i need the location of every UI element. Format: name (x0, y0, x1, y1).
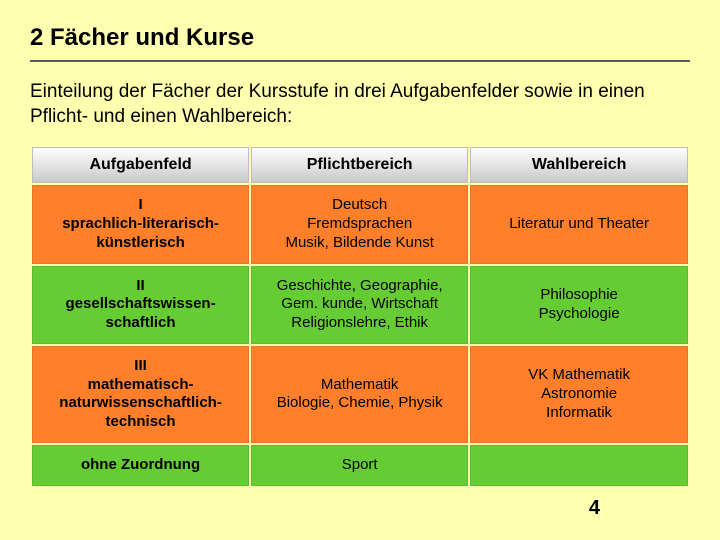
cell-row4-pflicht: Sport (251, 445, 468, 486)
title-rule (30, 60, 690, 62)
slide-number: 4 (589, 497, 600, 520)
cell-row3-pflicht: MathematikBiologie, Chemie, Physik (251, 346, 468, 443)
intro-text: Einteilung der Fächer der Kursstufe in d… (30, 80, 690, 129)
slide: 2 Fächer und Kurse Einteilung der Fächer… (0, 0, 720, 540)
table-row: IIgesellschaftswissen-schaftlich Geschic… (32, 266, 688, 344)
cell-row2-wahl: PhilosophiePsychologie (470, 266, 688, 344)
table-body: Isprachlich-literarisch-künstlerisch Deu… (32, 185, 688, 485)
cell-row4-feld: ohne Zuordnung (32, 445, 249, 486)
subjects-table: Aufgabenfeld Pflichtbereich Wahlbereich … (30, 145, 690, 487)
table-row: IIImathematisch-naturwissenschaftlich-te… (32, 346, 688, 443)
cell-row1-feld: Isprachlich-literarisch-künstlerisch (32, 185, 249, 263)
header-wahlbereich: Wahlbereich (470, 147, 688, 183)
cell-row2-feld: IIgesellschaftswissen-schaftlich (32, 266, 249, 344)
cell-row4-wahl (470, 445, 688, 486)
header-pflichtbereich: Pflichtbereich (251, 147, 468, 183)
cell-row3-feld: IIImathematisch-naturwissenschaftlich-te… (32, 346, 249, 443)
cell-row2-pflicht: Geschichte, Geographie,Gem. kunde, Wirts… (251, 266, 468, 344)
table-row: Isprachlich-literarisch-künstlerisch Deu… (32, 185, 688, 263)
cell-row1-pflicht: DeutschFremdsprachenMusik, Bildende Kuns… (251, 185, 468, 263)
cell-row3-wahl: VK MathematikAstronomieInformatik (470, 346, 688, 443)
cell-row1-wahl: Literatur und Theater (470, 185, 688, 263)
page-title: 2 Fächer und Kurse (30, 24, 690, 52)
table-row: ohne Zuordnung Sport (32, 445, 688, 486)
header-aufgabenfeld: Aufgabenfeld (32, 147, 249, 183)
table-header-row: Aufgabenfeld Pflichtbereich Wahlbereich (32, 147, 688, 183)
